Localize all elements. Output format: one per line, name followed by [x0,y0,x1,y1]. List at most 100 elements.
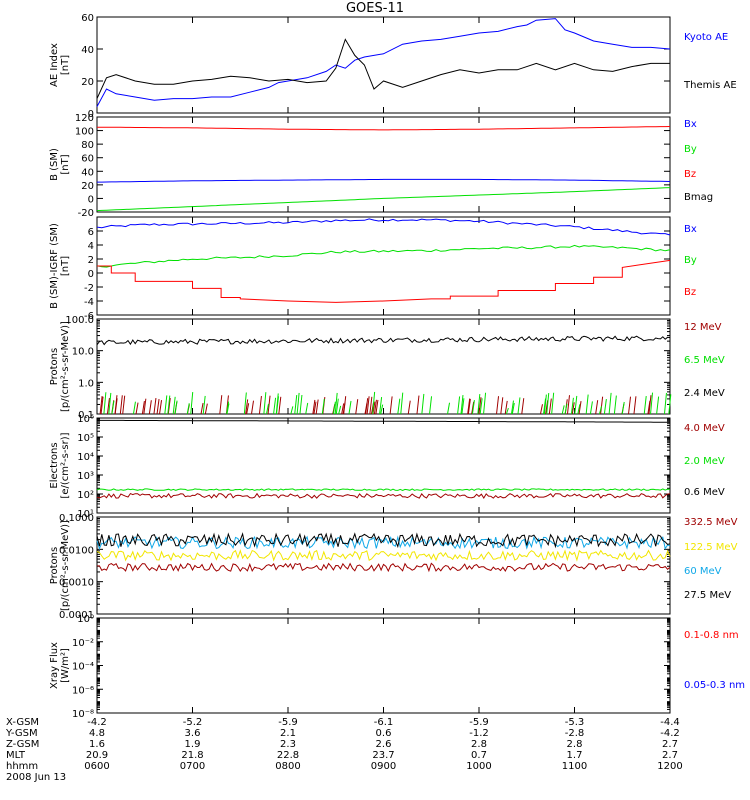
data-spike [613,395,617,415]
ephemeris-value: 1.6 [89,739,105,750]
ephemeris-value: 2.1 [280,728,296,739]
data-spike [186,403,190,415]
y-tick-label: 100 [75,127,94,138]
data-spike [397,398,401,415]
data-spike [380,404,384,415]
data-spike [263,392,267,415]
data-spike [246,403,250,415]
y-axis-label: [W/m²] [60,648,71,683]
data-spike [338,405,342,415]
ephemeris-date: 2008 Jun 13 [6,772,66,783]
y-tick-label: 40 [81,45,94,56]
ephemeris-value: 23.7 [372,750,394,761]
series-line-by [96,244,671,268]
panel-frame [96,116,671,213]
series-line-332-5-mev [97,562,671,573]
y-tick-label: 60 [81,13,94,24]
data-spike [332,401,336,415]
y-tick-label: 10² [77,490,94,501]
data-spike [603,398,607,415]
data-spike [379,396,383,415]
data-spike [648,395,652,415]
y-tick-label: 4 [88,241,94,252]
data-spike [202,395,206,415]
data-spike [457,396,461,415]
data-spike [471,400,475,415]
legend-entry: Bx [684,119,697,130]
series-line-themis-ae [96,38,670,99]
ephemeris-value: 2.7 [662,739,678,750]
legend-entry: 332.5 MeV [684,517,738,528]
ephemeris-row-label: X-GSM [6,717,39,728]
data-spike [148,400,152,415]
legend-entry: 0.05-0.3 nm [684,680,745,691]
data-spike [570,397,574,415]
series-line-by [96,187,671,212]
y-tick-label: 2 [88,255,94,266]
legend-entry: Kyoto AE [684,32,728,43]
ephemeris-value: -2.8 [565,728,585,739]
data-spike [628,396,632,415]
panel-digrf: -6 -4 -2 0 2 4 6 B (SM)-IGRF (SM) [nT] Bx By Bz [49,216,697,322]
y-tick-label: 10⁴ [77,452,94,463]
y-axis-label: Protons [49,547,60,584]
y-axis-label: [nT] [60,55,71,75]
legend-entry: Themis AE [683,80,737,91]
y-tick-label: -2 [84,283,94,294]
ephemeris-row-label: hhmm [6,761,38,772]
series-line-122-5-mev [96,549,671,562]
y-tick-label: 10⁰ [77,614,94,625]
data-spike [355,399,359,415]
legend-entry: 6.5 MeV [684,355,725,366]
y-axis-label: [e/(cm²-s-sr)] [60,432,71,498]
data-spike [315,399,319,415]
data-spike [548,398,552,415]
y-tick-label: -4 [84,297,94,308]
data-spike [598,406,602,415]
y-tick-label: 10⁻⁸ [72,709,94,720]
data-spike [348,400,352,415]
data-spike [608,392,612,415]
data-spike [561,405,565,415]
data-spike [564,403,568,415]
ephemeris-value: 0.7 [471,750,487,761]
legend-entry: 0.1-0.8 nm [684,630,739,641]
ephemeris-value: 1.9 [185,739,201,750]
y-axis-label: Protons [49,348,60,385]
legend-entry: 12 MeV [684,322,722,333]
data-spike [375,399,379,415]
data-spike [106,397,110,415]
data-spike [99,396,103,415]
data-spike [305,402,309,415]
data-spike [342,401,346,415]
data-spike [511,402,515,415]
y-tick-label: 0 [88,109,94,120]
y-tick-label: 10.0 [72,347,94,358]
y-tick-label: 10¹ [77,509,94,520]
y-tick-label: -20 [78,208,94,219]
ephemeris-value: 1200 [657,761,682,772]
y-axis-label: B (SM)-IGRF (SM) [49,223,60,309]
data-spike [290,406,294,415]
data-spike [275,393,279,415]
data-spike [294,395,298,415]
y-axis-label: [p/(cm²-s-sr-MeV)] [60,520,71,611]
y-tick-label: 6 [88,227,94,238]
legend-entry: Bz [684,169,696,180]
data-spike [517,397,521,415]
data-spike [114,395,118,415]
panel-frame [96,417,671,514]
data-spike [389,396,393,415]
data-spike [574,395,578,415]
data-spike [483,392,487,415]
data-spike [313,401,317,415]
data-spike [600,396,604,415]
panel-frame [96,617,671,714]
data-spike [500,397,504,415]
data-spike [577,404,581,415]
data-spike [278,396,282,415]
data-spike [122,395,126,415]
data-spike [543,394,547,415]
legend-entry: 122.5 MeV [684,542,738,553]
